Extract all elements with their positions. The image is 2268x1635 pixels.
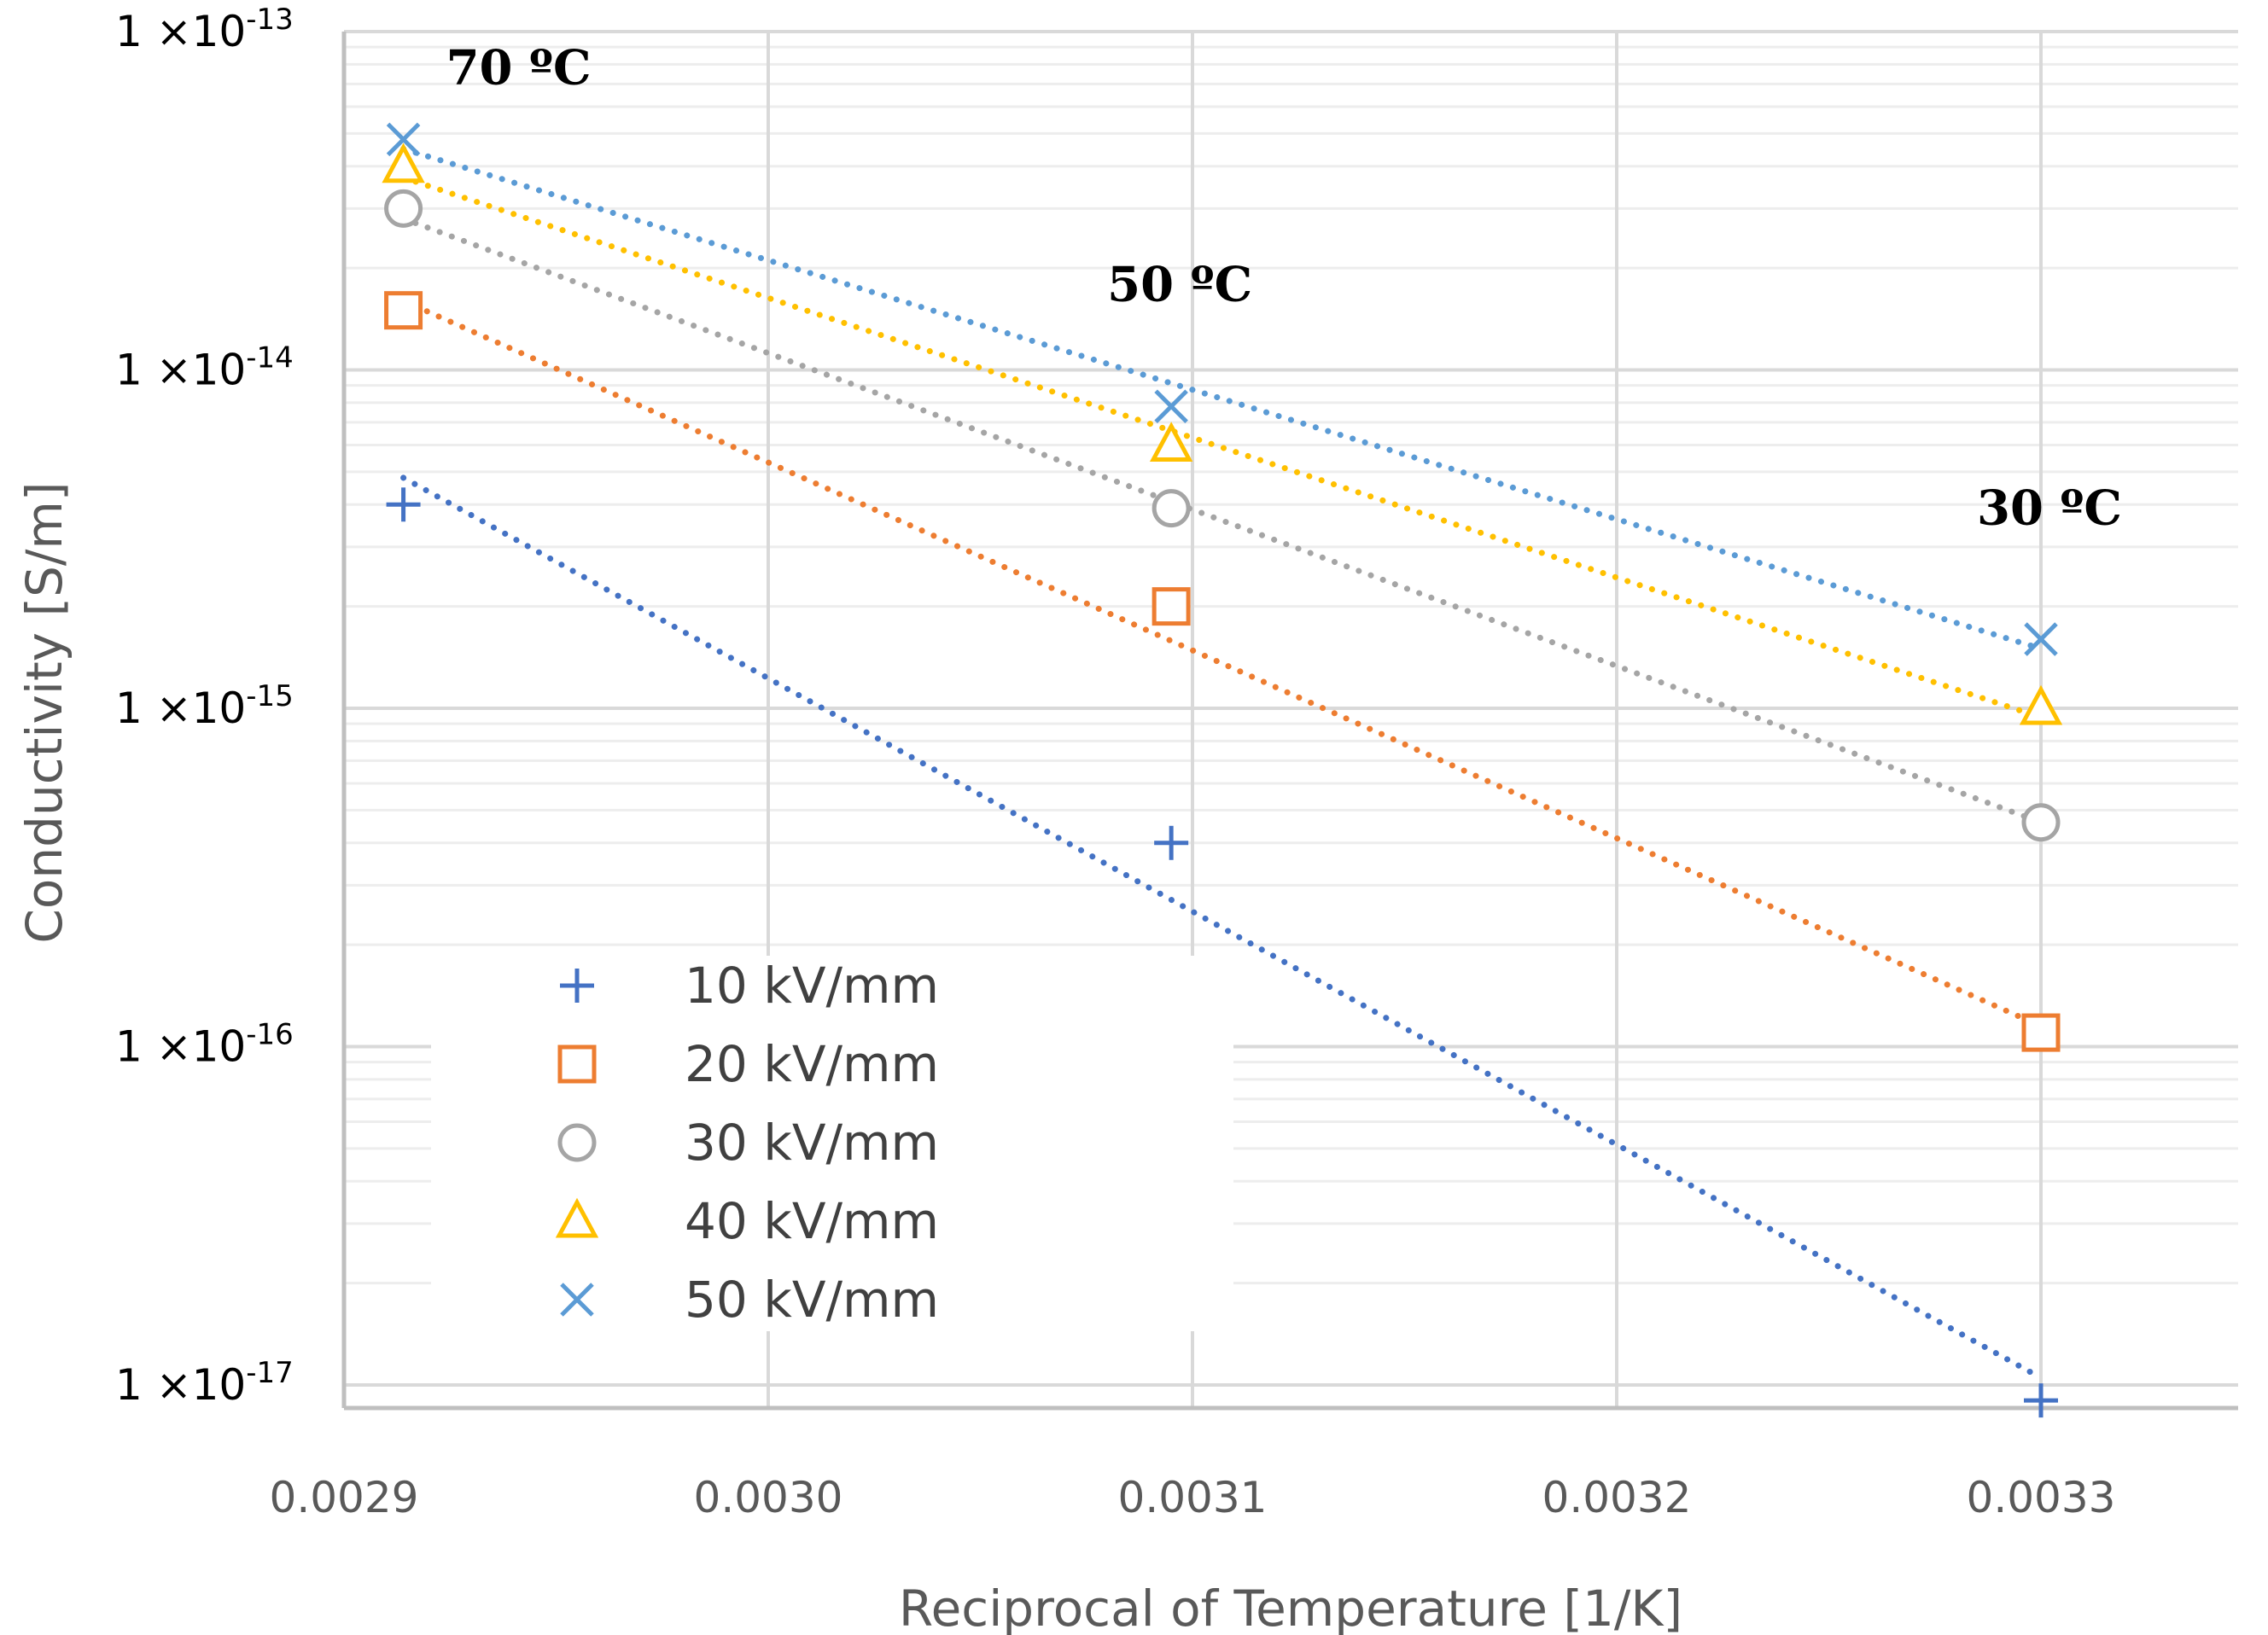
y-tick-base: 1 ×10 xyxy=(115,684,246,733)
marker-series1-point3 xyxy=(2024,1383,2058,1418)
y-tick-label: 1 ×10-13 xyxy=(115,3,294,56)
trendline-4 xyxy=(400,174,2044,721)
marker-series5-point1-b xyxy=(386,122,421,157)
marker-series5-point3-b xyxy=(2024,622,2058,656)
data-markers xyxy=(382,122,2063,1418)
legend-marker-5 xyxy=(560,1283,594,1317)
legend-label-5: 50 kV/mm xyxy=(685,1271,939,1329)
x-tick-label: 0.0032 xyxy=(1542,1473,1692,1522)
legend-label-2: 20 kV/mm xyxy=(685,1035,939,1093)
x-tick-label: 0.0033 xyxy=(1967,1473,2116,1522)
legend-label-1: 10 kV/mm xyxy=(685,957,939,1015)
marker-series5-point3 xyxy=(2024,622,2058,656)
legend-marker-4 xyxy=(555,1197,599,1238)
y-tick-exponent: -14 xyxy=(246,341,294,375)
marker-series1-point1 xyxy=(386,487,421,522)
legend-label-3: 30 kV/mm xyxy=(685,1114,939,1172)
y-tick-base: 1 ×10 xyxy=(115,7,246,56)
y-tick-label: 1 ×10-16 xyxy=(115,1018,294,1072)
y-tick-exponent: -16 xyxy=(246,1018,294,1052)
y-tick-label: 1 ×10-17 xyxy=(115,1356,294,1410)
legend-marker-5-b xyxy=(560,1283,594,1317)
x-tick-label: 0.0029 xyxy=(270,1473,419,1522)
trendline-1 xyxy=(400,474,2044,1382)
annotation-label: 70 ºC xyxy=(446,39,592,96)
temperature-annotations: 70 ºC 50 ºC 30 ºC xyxy=(446,39,2122,536)
legend-marker-2 xyxy=(557,1044,597,1084)
marker-series4-point1 xyxy=(382,143,425,183)
legend: 10 kV/mm 20 kV/mm 30 kV/mm 40 kV/mm 50 kV/mm xyxy=(555,957,939,1329)
marker-series5-point2 xyxy=(1154,389,1188,424)
marker-series3-point1 xyxy=(384,189,423,228)
annotation-label: 30 ºC xyxy=(1977,480,2122,536)
trendline-5 xyxy=(400,146,2044,652)
trendline-2 xyxy=(400,298,2044,1029)
y-tick-label: 1 ×10-14 xyxy=(115,341,294,395)
marker-series5-point2-b xyxy=(1154,389,1188,424)
y-axis-title: Conductivity [S/m] xyxy=(15,481,73,943)
legend-marker-3 xyxy=(557,1123,597,1162)
marker-series2-point2 xyxy=(1151,587,1191,626)
annotation-label: 50 ºC xyxy=(1107,257,1252,313)
marker-series2-point3 xyxy=(2021,1013,2061,1052)
trendline-3 xyxy=(400,215,2044,826)
marker-series1-point2 xyxy=(1154,825,1189,860)
marker-series4-point2 xyxy=(1149,422,1193,462)
x-tick-label: 0.0031 xyxy=(1118,1473,1268,1522)
x-axis-title: Reciprocal of Temperature [1/K] xyxy=(899,1580,1682,1635)
y-tick-base: 1 ×10 xyxy=(115,346,246,395)
marker-series3-point3 xyxy=(2021,803,2061,842)
x-tick-label: 0.0030 xyxy=(694,1473,843,1522)
legend-label-4: 40 kV/mm xyxy=(685,1192,939,1250)
trendlines xyxy=(400,146,2044,1382)
y-tick-base: 1 ×10 xyxy=(115,1022,246,1072)
legend-marker-1 xyxy=(560,969,594,1003)
marker-series2-point1 xyxy=(384,291,423,330)
marker-series3-point2 xyxy=(1151,489,1191,528)
y-tick-exponent: -13 xyxy=(246,3,294,37)
y-tick-exponent: -17 xyxy=(246,1356,294,1390)
marker-series5-point1 xyxy=(386,122,421,157)
y-tick-base: 1 ×10 xyxy=(115,1360,246,1410)
axes xyxy=(341,32,2238,1411)
y-tick-label: 1 ×10-15 xyxy=(115,679,294,733)
marker-series4-point3 xyxy=(2019,684,2063,725)
y-tick-exponent: -15 xyxy=(246,679,294,713)
